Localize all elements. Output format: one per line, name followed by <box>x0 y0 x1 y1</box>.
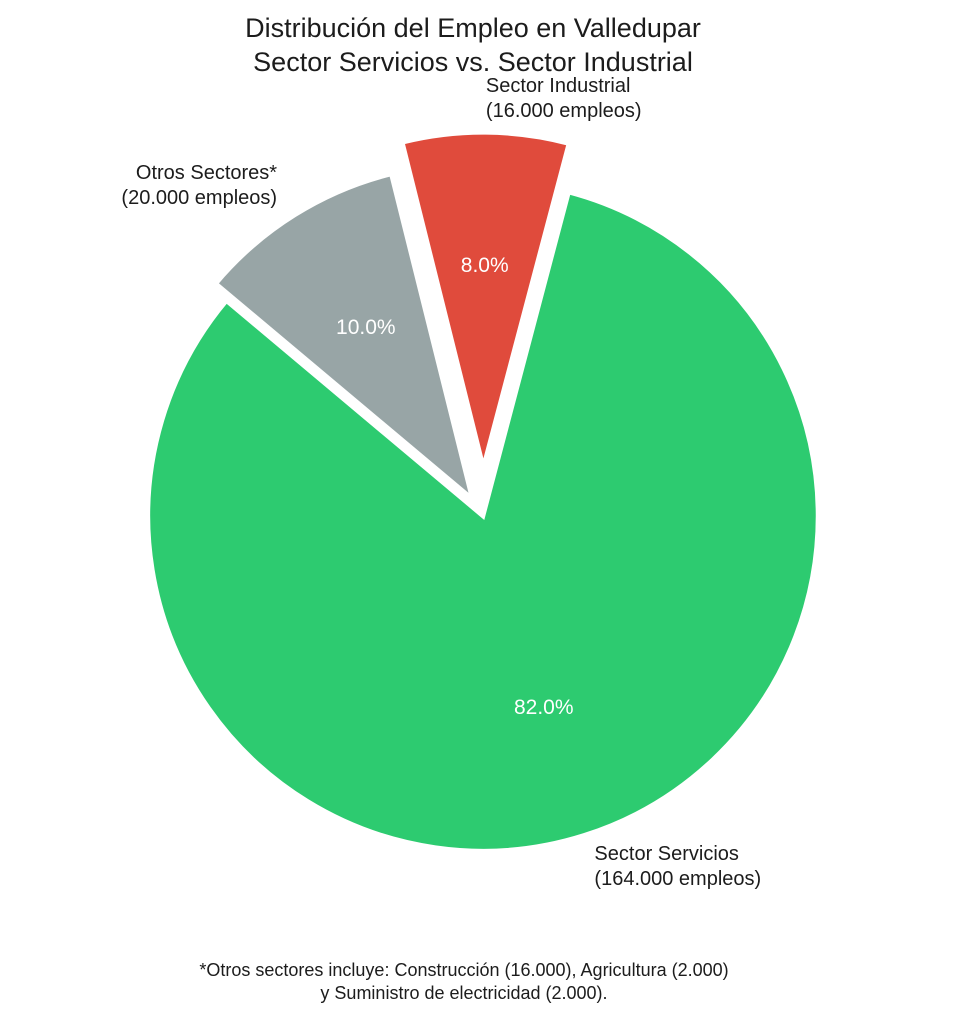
pie-slice-sector-servicios <box>145 189 821 854</box>
chart-footnote-line2: y Suministro de electricidad (2.000). <box>320 983 608 1003</box>
chart-footnote: *Otros sectores incluye: Construcción (1… <box>199 959 728 1005</box>
pie-slice-otros-sectores <box>212 171 477 506</box>
slice-label-name: Otros Sectores* <box>135 162 278 185</box>
chart-title-line2: Sector Servicios vs. Sector Industrial <box>253 47 693 77</box>
pct-label-sector-industrial: 8.0% <box>460 254 509 278</box>
slice-label-name: Sector Industrial <box>485 74 631 97</box>
pct-label-otros-sectores: 10.0% <box>336 316 396 340</box>
pct-label-sector-servicios: 82.0% <box>513 695 574 719</box>
chart-title-line1: Distribución del Empleo en Valledupar <box>245 13 701 43</box>
chart-footnote-line1: *Otros sectores incluye: Construcción (1… <box>199 960 729 980</box>
slice-label-name: Sector Servicios <box>594 843 739 866</box>
slice-label-otros-sectores: Otros Sectores* (20.000 empleos) <box>121 161 277 211</box>
slice-label-employees: (164.000 empleos) <box>594 868 762 891</box>
chart-title: Distribución del Empleo en Valledupar Se… <box>245 11 701 79</box>
pie-slice-sector-industrial <box>399 130 572 469</box>
slice-label-employees: (20.000 empleos) <box>121 187 278 210</box>
slice-label-sector-industrial: Sector Industrial (16.000 empleos) <box>486 74 642 124</box>
slice-label-employees: (16.000 empleos) <box>485 99 642 122</box>
slice-label-sector-servicios: Sector Servicios (164.000 empleos) <box>594 842 761 892</box>
